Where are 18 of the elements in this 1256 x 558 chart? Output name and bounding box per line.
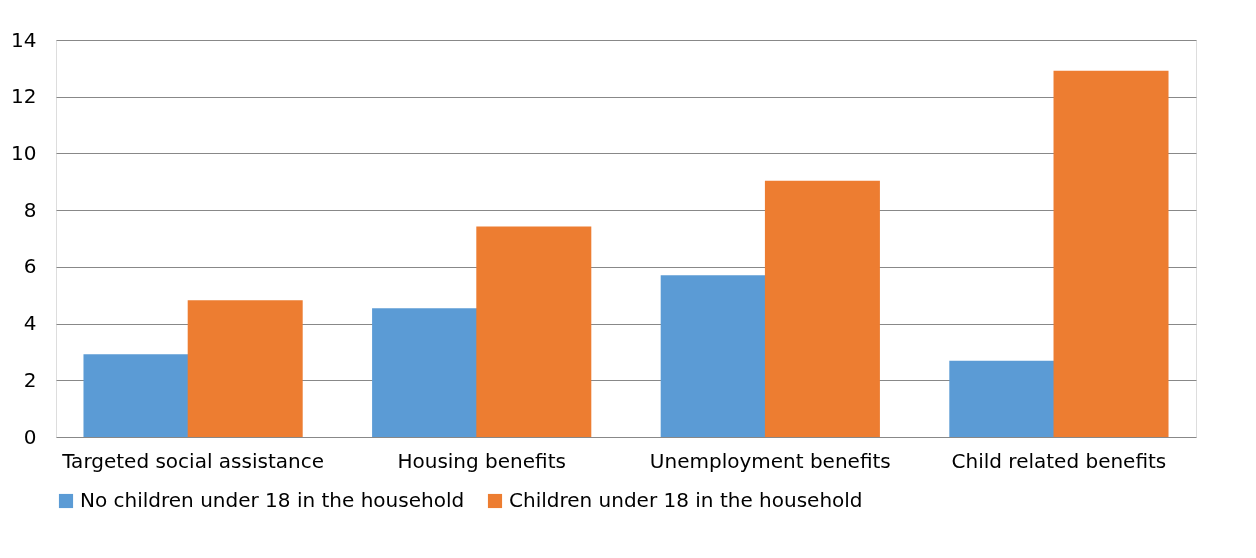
y-tick-label: 0 xyxy=(23,424,37,449)
bar xyxy=(476,226,592,437)
y-tick-label: 12 xyxy=(11,84,37,109)
x-tick-label: Unemployment benefits xyxy=(649,448,891,473)
x-tick-label: Child related benefits xyxy=(951,448,1167,473)
y-tick-label: 6 xyxy=(23,254,37,279)
bar xyxy=(187,300,303,437)
y-tick-label: 8 xyxy=(23,197,37,222)
bar xyxy=(764,180,880,437)
legend-label: No children under 18 in the household xyxy=(80,488,465,512)
bar xyxy=(1053,70,1169,437)
x-tick-label: Housing benefits xyxy=(397,448,566,473)
x-tick-label: Targeted social assistance xyxy=(61,448,324,473)
legend-label: Children under 18 in the household xyxy=(509,488,863,512)
y-tick-label: 4 xyxy=(23,311,37,336)
y-tick-label: 2 xyxy=(23,367,37,392)
y-tick-label: 10 xyxy=(11,140,37,165)
y-tick-label: 14 xyxy=(11,27,37,52)
